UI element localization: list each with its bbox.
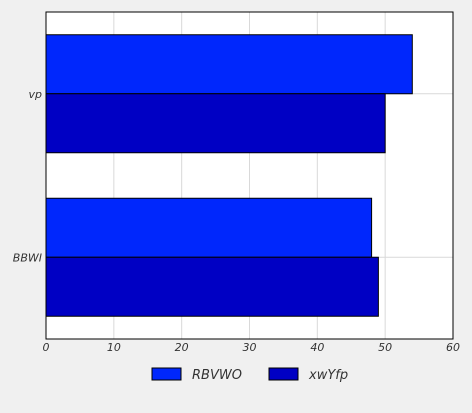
x-tick-label: 50 xyxy=(378,341,392,354)
bar-xwYfp-vp xyxy=(45,93,386,154)
bar-RBVWO-BBWI xyxy=(45,197,373,258)
x-tick-label: 20 xyxy=(175,341,189,354)
x-tick-label: 0 xyxy=(43,341,50,354)
plot-frame xyxy=(45,11,454,340)
legend-swatch xyxy=(268,367,299,381)
legend: RBVWO xwYfp xyxy=(151,367,348,383)
y-tick-label: vp xyxy=(29,88,43,101)
y-axis-ticks: vp BBWI xyxy=(13,88,42,265)
bar-xwYfp-BBWI xyxy=(45,256,379,317)
x-tick-label: 40 xyxy=(310,341,324,354)
bar-RBVWO-vp xyxy=(45,34,413,95)
x-tick-label: 10 xyxy=(107,341,121,354)
x-tick-label: 60 xyxy=(446,341,460,354)
x-axis-ticks: 0 10 20 30 40 50 60 xyxy=(43,341,461,354)
bars xyxy=(45,34,413,317)
legend-swatch xyxy=(151,367,182,381)
y-tick-label: BBWI xyxy=(13,251,42,264)
legend-label: RBVWO xyxy=(192,368,242,383)
x-tick-label: 30 xyxy=(243,341,257,354)
legend-label: xwYfp xyxy=(308,368,348,383)
